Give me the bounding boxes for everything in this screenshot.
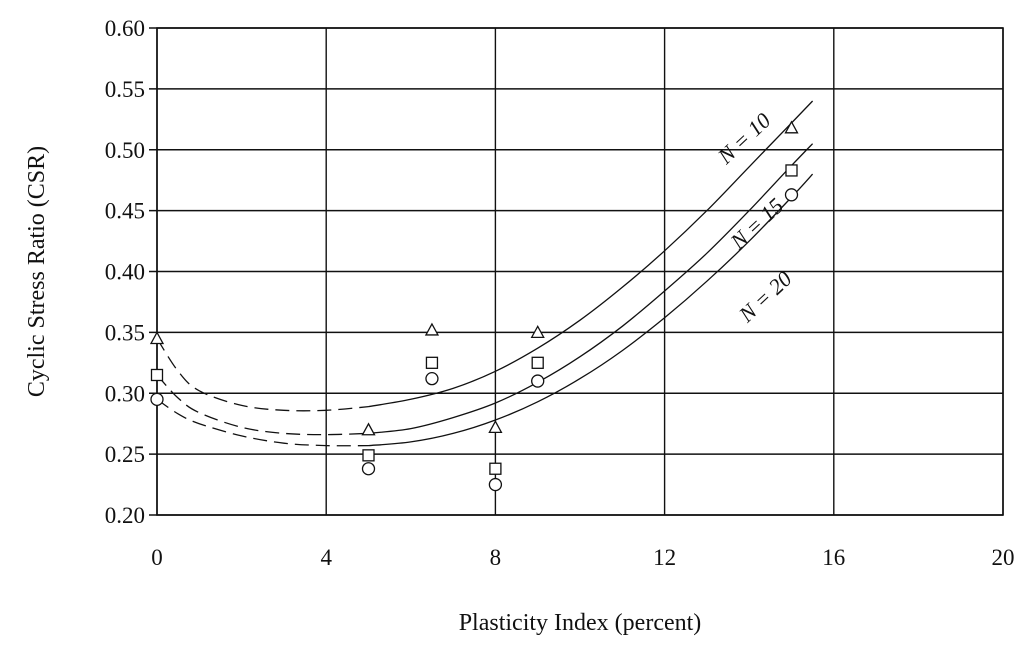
triangle-marker [424, 322, 440, 336]
x-tick-label: 0 [151, 545, 163, 570]
x-tick-label: 20 [992, 545, 1015, 570]
curve-label: N = 20 [733, 266, 797, 328]
x-tick-label: 16 [822, 545, 845, 570]
square-marker [785, 164, 798, 177]
y-axis-title: Cyclic Stress Ratio (CSR) [24, 146, 50, 397]
x-axis-title: Plasticity Index (percent) [459, 610, 702, 636]
fit-curve-dashed-2 [156, 398, 369, 447]
y-tick-label: 0.50 [105, 138, 145, 163]
circle-marker [425, 371, 439, 386]
circle-marker [531, 374, 545, 388]
y-tick-label: 0.30 [105, 381, 145, 406]
triangle-marker [784, 120, 799, 134]
square-marker [531, 356, 544, 369]
x-tick-label: 12 [653, 545, 676, 570]
circle-marker [488, 477, 503, 492]
plot-frame [156, 27, 1004, 516]
fit-curve-dashed-0 [156, 338, 369, 412]
data-points [149, 120, 799, 492]
x-tick-label: 8 [490, 545, 502, 570]
fit-curve-solid-2 [368, 173, 814, 447]
triangle-marker [488, 419, 503, 433]
curve-labels: N = 10N = 15N = 20 [712, 108, 797, 328]
circle-marker [150, 392, 164, 406]
y-tick-label: 0.25 [105, 442, 145, 467]
y-tick-label: 0.20 [105, 503, 145, 528]
fit-curves [156, 100, 814, 447]
circle-marker [784, 188, 799, 202]
fit-curve-solid-0 [368, 100, 814, 408]
y-tick-label: 0.60 [105, 16, 145, 41]
x-tick-label: 4 [320, 545, 332, 570]
triangle-marker [149, 331, 165, 345]
y-tick-label: 0.55 [105, 77, 145, 102]
square-marker [150, 368, 164, 382]
x-tick-labels: 0 4 8 12 16 20 [151, 545, 1014, 570]
square-marker [425, 356, 439, 369]
circle-marker [361, 462, 376, 476]
square-marker [362, 449, 375, 462]
y-tick-label: 0.40 [105, 260, 145, 285]
square-marker [489, 462, 502, 475]
fit-curve-solid-1 [368, 143, 814, 435]
curve-label: N = 10 [712, 108, 776, 170]
y-tick-label: 0.35 [105, 320, 145, 345]
triangle-marker [530, 325, 545, 339]
triangle-marker [361, 422, 376, 436]
y-tick-label: 0.45 [105, 199, 145, 224]
y-tick-labels: 0.20 0.25 0.30 0.35 0.40 0.45 0.50 0.55 0.60 [105, 16, 145, 528]
fit-curve-dashed-1 [156, 374, 369, 436]
